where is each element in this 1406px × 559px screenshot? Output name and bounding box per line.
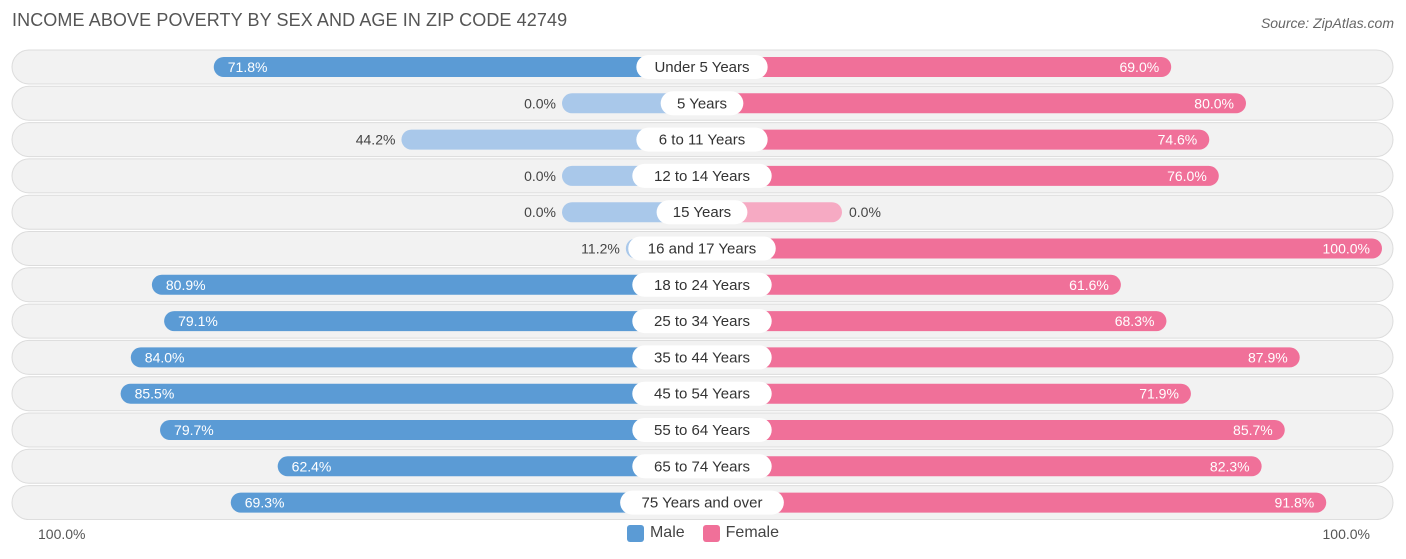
bar-female <box>702 238 1382 259</box>
value-label-male: 0.0% <box>524 204 556 220</box>
category-label: 25 to 34 Years <box>654 313 750 330</box>
bar-female <box>702 492 1327 513</box>
axis-right-label: 100.0% <box>1322 526 1370 542</box>
bar-female <box>702 129 1210 150</box>
value-label-female: 100.0% <box>1323 241 1370 257</box>
bar-male <box>160 420 703 440</box>
value-label-female: 82.3% <box>1210 458 1250 474</box>
bar-male <box>120 383 703 404</box>
category-label: 6 to 11 Years <box>659 132 745 149</box>
bar-male <box>164 311 702 332</box>
legend-swatch-female <box>702 524 720 542</box>
category-pill <box>628 236 776 261</box>
category-pill <box>632 345 772 370</box>
category-label: 16 and 17 Years <box>648 241 756 258</box>
category-label: 75 Years and over <box>642 495 763 512</box>
value-label-male: 71.8% <box>228 59 268 75</box>
legend: Male Female <box>0 524 1406 542</box>
value-label-male: 85.5% <box>135 386 175 402</box>
value-label-female: 68.3% <box>1115 313 1155 329</box>
value-label-male: 11.2% <box>581 241 620 257</box>
category-pill <box>636 127 768 152</box>
category-label: 15 Years <box>673 204 731 221</box>
value-label-female: 85.7% <box>1233 422 1273 438</box>
value-label-female: 74.6% <box>1158 132 1198 148</box>
category-pill <box>636 55 768 79</box>
category-pill <box>656 200 748 225</box>
value-label-female: 87.9% <box>1248 349 1288 365</box>
category-label: 5 Years <box>677 95 727 112</box>
bar-female <box>702 57 1172 77</box>
category-label: 65 to 74 Years <box>654 458 750 475</box>
value-label-male: 80.9% <box>166 277 206 293</box>
chart-title: INCOME ABOVE POVERTY BY SEX AND AGE IN Z… <box>12 10 568 30</box>
bar-male <box>213 57 702 77</box>
value-label-male: 79.7% <box>174 422 214 438</box>
value-label-male: 62.4% <box>292 458 332 474</box>
value-label-female: 0.0% <box>849 204 881 220</box>
category-label: 12 to 14 Years <box>654 168 750 185</box>
value-label-male: 79.1% <box>178 313 218 329</box>
category-pill <box>632 381 772 406</box>
bar-male <box>277 456 702 477</box>
category-pill <box>632 418 772 442</box>
value-label-female: 69.0% <box>1119 59 1159 75</box>
category-pill <box>632 163 772 188</box>
value-label-female: 80.0% <box>1194 95 1234 111</box>
legend-swatch-male <box>626 524 644 542</box>
bar-female <box>702 383 1191 404</box>
legend-label-female: Female <box>725 524 780 541</box>
category-label: 18 to 24 Years <box>654 277 750 294</box>
legend-item-female: Female <box>702 524 780 542</box>
bar-male <box>401 129 702 150</box>
bar-female <box>702 347 1300 368</box>
bar-male <box>130 347 703 368</box>
category-pill <box>660 91 744 116</box>
bar-female <box>702 93 1246 114</box>
category-label: 45 to 54 Years <box>654 386 750 403</box>
value-label-female: 91.8% <box>1275 495 1315 511</box>
category-pill <box>632 454 772 479</box>
bar-female <box>702 165 1219 186</box>
value-label-male: 0.0% <box>524 168 556 184</box>
value-label-female: 76.0% <box>1167 168 1207 184</box>
bar-chart: 71.8% 69.0% Under 5 Years 0.0% 80.0% 5 Years 4… <box>11 49 1394 520</box>
value-label-male: 0.0% <box>524 95 556 111</box>
bar-female <box>702 274 1121 295</box>
value-label-male: 44.2% <box>356 132 396 148</box>
category-pill <box>632 309 772 334</box>
category-label: 35 to 44 Years <box>654 349 750 366</box>
value-label-female: 71.9% <box>1139 386 1179 402</box>
legend-item-male: Male <box>626 524 685 542</box>
category-label: 55 to 64 Years <box>654 422 750 439</box>
legend-label-male: Male <box>649 524 685 541</box>
bar-female <box>702 456 1262 477</box>
bar-male <box>230 492 702 513</box>
value-label-female: 61.6% <box>1069 277 1109 293</box>
value-label-male: 69.3% <box>245 495 285 511</box>
category-pill <box>620 490 784 515</box>
category-pill <box>632 272 772 297</box>
bar-female <box>702 420 1285 440</box>
source-label: Source: ZipAtlas.com <box>1260 15 1394 31</box>
category-label: Under 5 Years <box>654 59 749 76</box>
value-label-male: 84.0% <box>145 349 185 365</box>
bar-female <box>702 311 1167 332</box>
bar-male <box>151 274 702 295</box>
axis-left-label: 100.0% <box>38 526 86 542</box>
